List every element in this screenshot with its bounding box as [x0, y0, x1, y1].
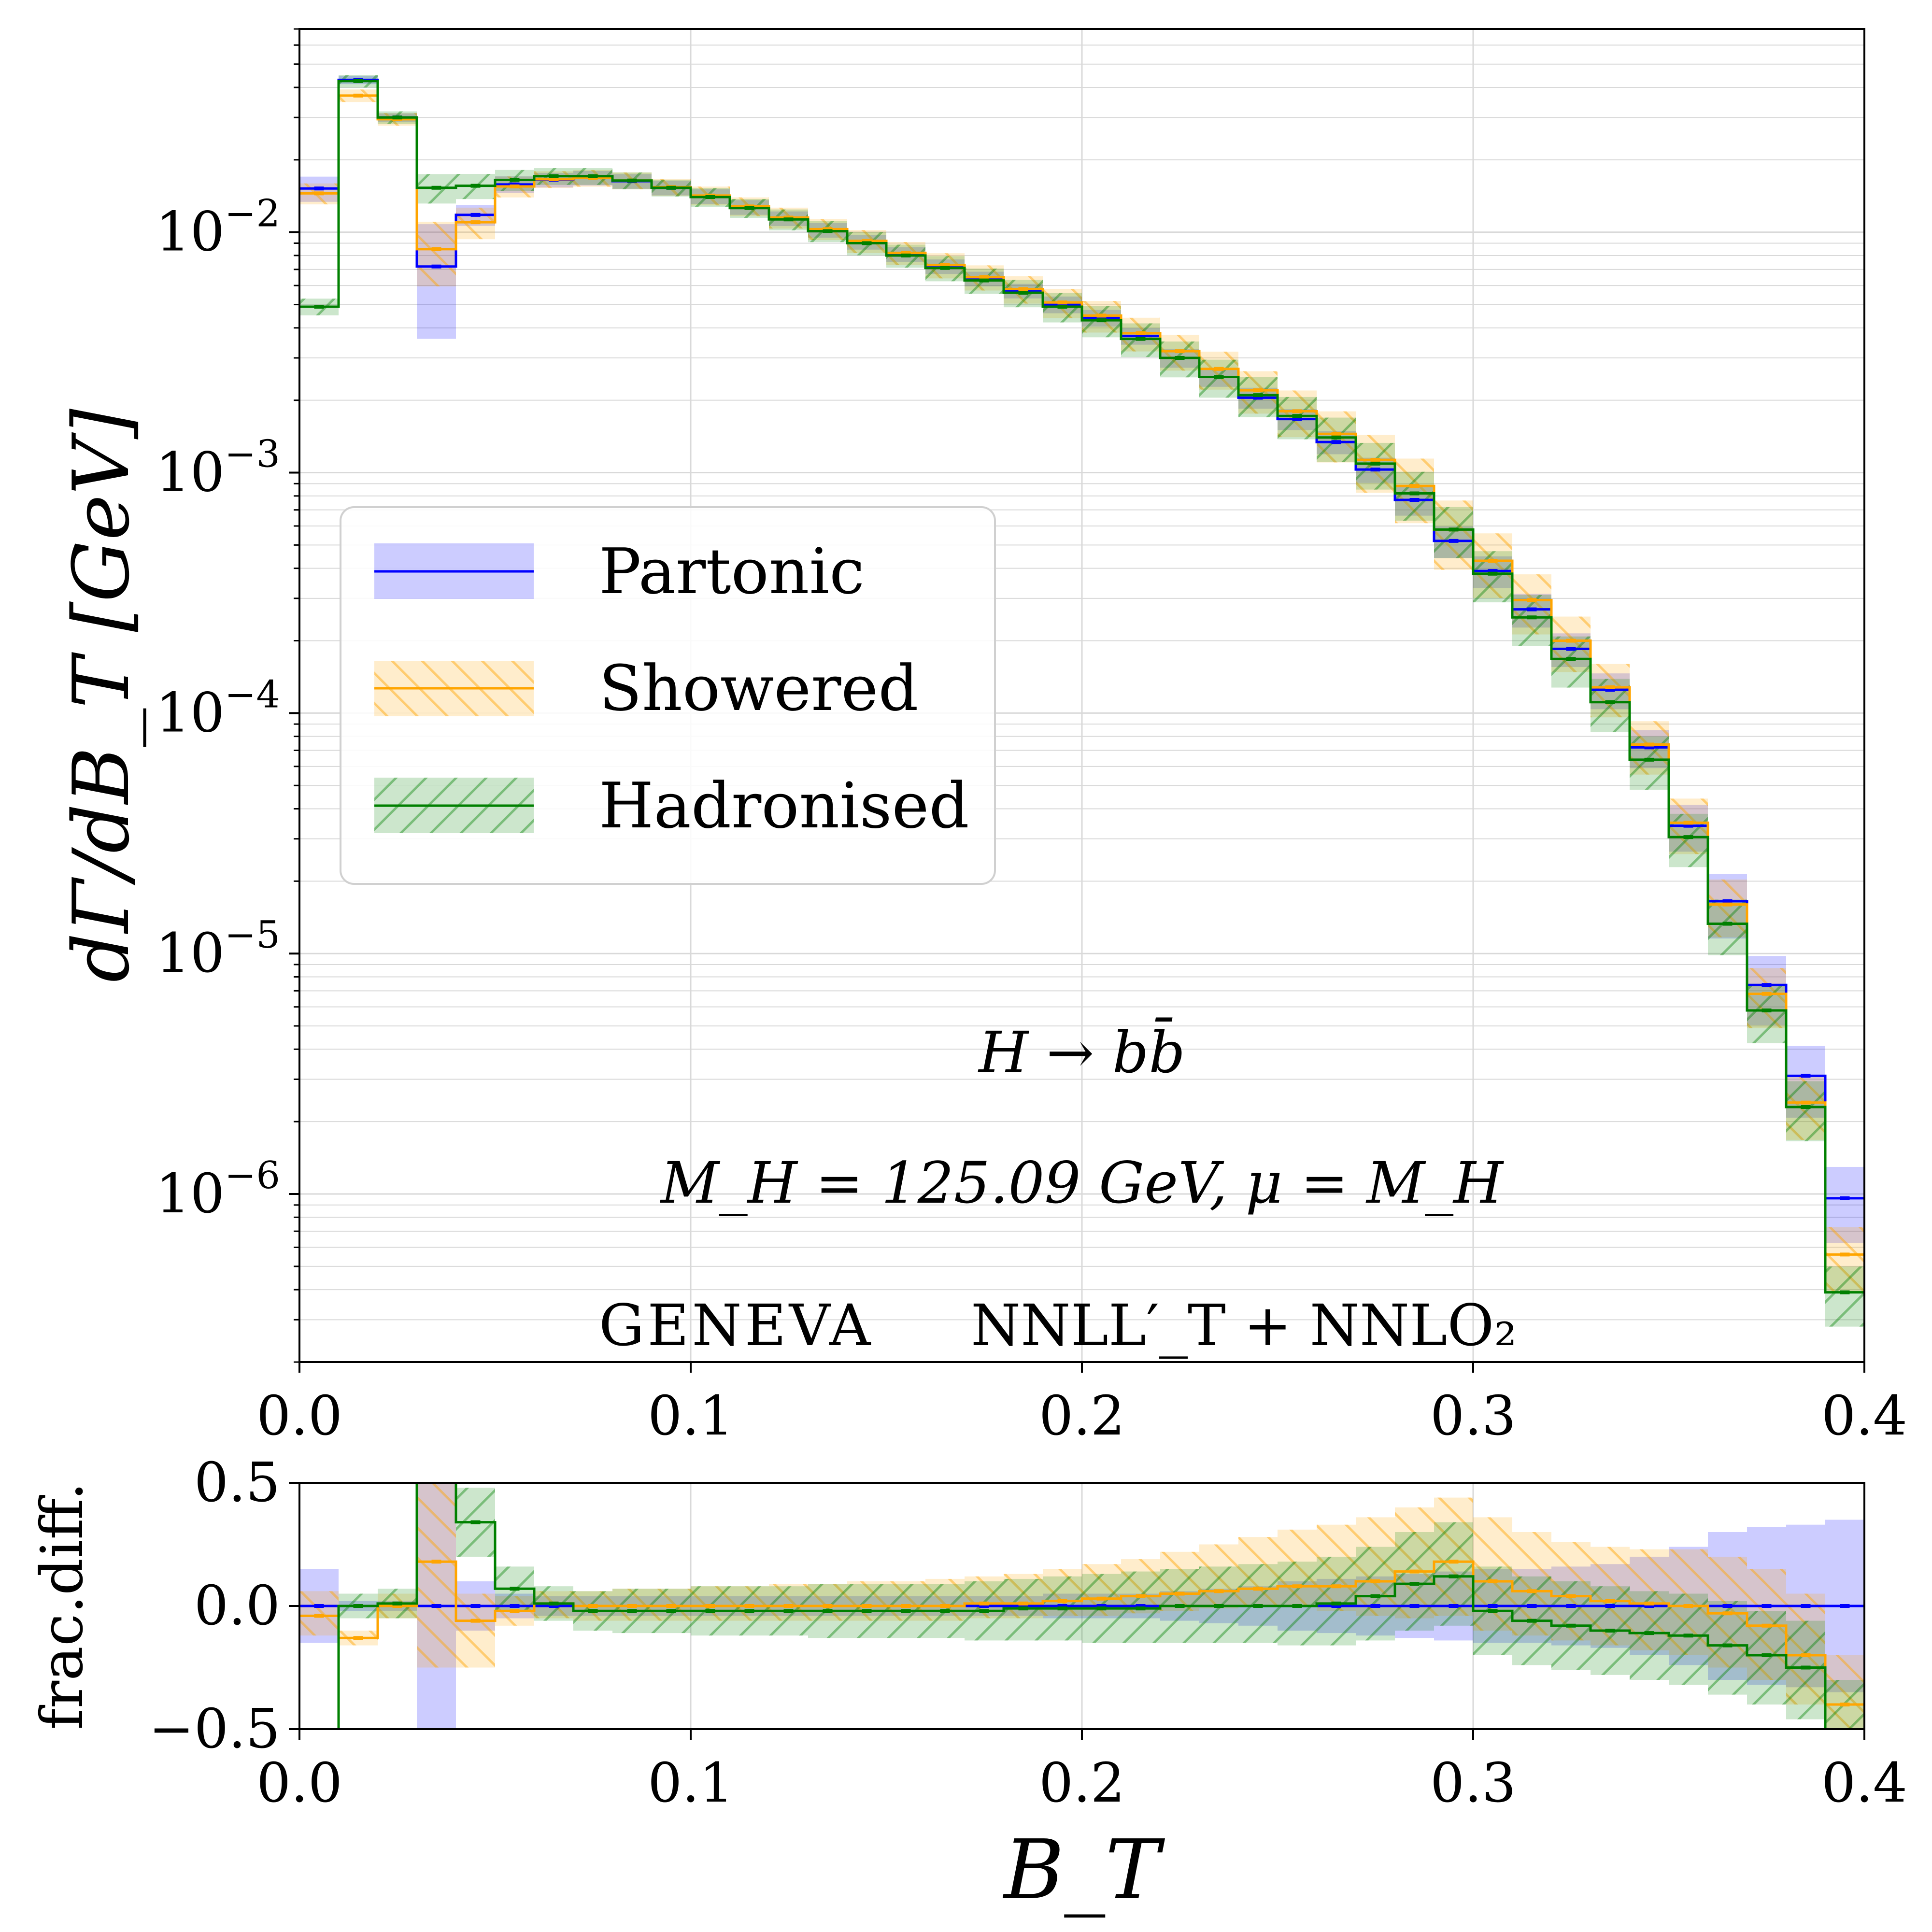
ratio-band-hadronised [299, 1828, 339, 1852]
main-band-hadronised [1708, 899, 1747, 955]
ratio-y-tick-label: −0.5 [149, 1698, 280, 1761]
ratio-x-tick-label: 0.2 [1039, 1752, 1125, 1815]
main-band-showered [417, 222, 456, 286]
ratio-band-hadronised [417, 1409, 456, 1483]
ratio-y-tick-label: 0.0 [194, 1575, 280, 1637]
legend-label-hadronised: Hadronised [599, 769, 969, 842]
ratio-band-hadronised [1708, 1601, 1747, 1695]
ratio-band-hadronised [1434, 1522, 1473, 1626]
main-x-tick-label: 0.1 [648, 1385, 734, 1448]
main-y-tick-label: 10−2 [156, 192, 281, 264]
main-line-hadronised [299, 80, 1864, 1294]
ratio-lines [299, 1483, 1864, 1729]
legend-label-partonic: Partonic [599, 535, 865, 608]
ratio-x-tick-label: 0.4 [1821, 1752, 1907, 1815]
ratio-y-axis-title: frac.diff. [29, 1482, 96, 1730]
main-y-tick-label: 10−4 [156, 673, 281, 744]
legend-entry-partonic: Partonic [374, 535, 865, 608]
annotation-generator: GENEVA [599, 1292, 873, 1359]
ratio-band-showered [417, 1483, 456, 1668]
main-x-tick-label: 0.2 [1039, 1385, 1125, 1448]
ratio-band-hadronised [1786, 1620, 1825, 1719]
ratio-panel: 0.0 0.1 0.2 0.3 0.40.50.0−0.5 frac.diff. B_T [29, 1409, 1907, 1918]
main-y-tick-label: 10−3 [156, 433, 281, 504]
main-y-tick-label: 10−6 [156, 1154, 281, 1225]
main-band-hadronised [1317, 417, 1356, 462]
ratio-line-showered [299, 1560, 1864, 1706]
legend-entry-hadronised: Hadronised [374, 769, 969, 842]
main-lines [299, 78, 1864, 1294]
main-y-axis-title: dΓ/dB_T [GeV] [56, 409, 146, 982]
ratio-band-hadronised [1317, 1557, 1356, 1646]
main-band-hadronised [1551, 636, 1591, 688]
main-x-tick-label: 0.3 [1430, 1385, 1516, 1448]
ratio-y-tick-label: 0.5 [194, 1451, 280, 1514]
ratio-x-tick-label: 0.3 [1430, 1752, 1516, 1815]
annotation-process: H → bb̄ [978, 1017, 1185, 1086]
ratio-x-tick-label: 0.0 [256, 1752, 342, 1815]
ratio-x-tick-label: 0.1 [648, 1752, 734, 1815]
main-band-hadronised [1786, 1081, 1825, 1141]
ratio-band-hadronised [1669, 1593, 1708, 1685]
legend-entry-showered: Showered [374, 652, 919, 725]
main-ticks: 0.0 0.1 0.2 0.3 0.4 10−6 10−5 10−4 10−3 10−2 [156, 28, 1907, 1448]
ratio-ticks: 0.0 0.1 0.2 0.3 0.40.50.0−0.5 [149, 1451, 1907, 1815]
ratio-band-hadronised [1278, 1562, 1317, 1646]
main-x-tick-label: 0.0 [256, 1385, 342, 1448]
legend-label-showered: Showered [599, 652, 919, 725]
ratio-band-showered [299, 1591, 339, 1636]
main-band-hadronised [1356, 442, 1395, 490]
main-band-hadronised [1825, 1266, 1864, 1327]
main-y-tick-label: 10−5 [156, 913, 281, 985]
legend: Partonic Showered Hadronised [340, 506, 996, 885]
annotation-params: M_H = 125.09 GeV, μ = M_H [660, 1150, 1504, 1216]
main-panel: 0.0 0.1 0.2 0.3 0.4 10−6 10−5 10−4 10−3 10−2 dΓ/d… [56, 28, 1907, 1448]
ratio-band-hadronised [1356, 1547, 1395, 1641]
main-grid [298, 28, 1865, 1363]
main-band-hadronised [1512, 595, 1551, 646]
ratio-band-hadronised [1395, 1532, 1434, 1631]
main-x-tick-label: 0.4 [1821, 1385, 1907, 1448]
ratio-band-hadronised [1238, 1564, 1278, 1643]
annotation-accuracy: NNLL′_T + NNLO₂ [971, 1292, 1517, 1359]
ratio-x-axis-title: B_T [1002, 1822, 1165, 1918]
main-band-hadronised [1434, 507, 1473, 558]
main-band-hadronised [1395, 471, 1434, 521]
